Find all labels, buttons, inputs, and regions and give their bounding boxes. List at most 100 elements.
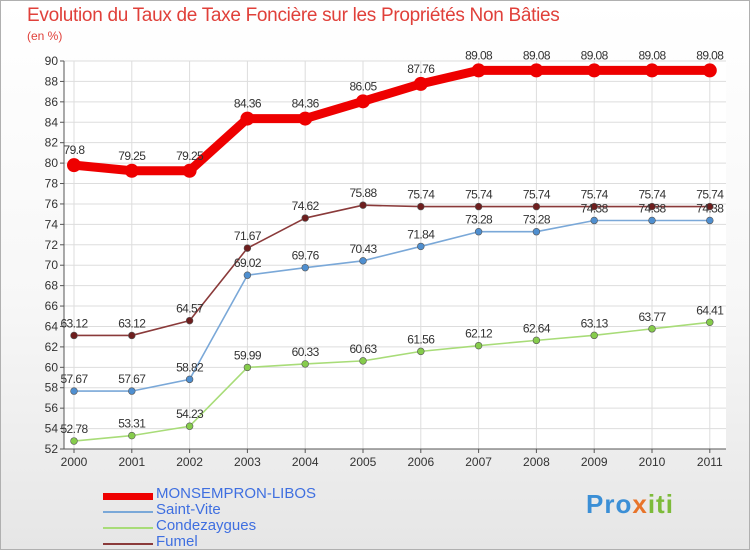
data-point <box>243 271 252 279</box>
data-point <box>702 63 717 78</box>
legend-label: Condezaygues <box>156 517 257 534</box>
x-tick-label: 2000 <box>61 455 88 469</box>
data-label: 59.99 <box>234 348 262 362</box>
data-label: 84.36 <box>234 97 262 111</box>
data-point <box>356 94 370 109</box>
data-point <box>532 228 541 236</box>
data-label: 89.08 <box>696 48 724 62</box>
data-point <box>243 363 252 372</box>
data-label: 53.31 <box>118 417 146 431</box>
y-tick-label: 54 <box>45 422 59 436</box>
data-label: 89.08 <box>638 48 666 62</box>
data-label: 79.25 <box>176 149 204 163</box>
data-label: 84.36 <box>292 97 320 111</box>
data-point <box>648 216 656 225</box>
data-point <box>417 242 425 251</box>
y-tick-label: 58 <box>45 381 59 395</box>
data-point <box>474 228 483 236</box>
data-point <box>645 63 659 78</box>
brand-logo-part: x <box>632 489 648 519</box>
data-point <box>417 347 425 356</box>
data-label: 69.76 <box>292 249 320 263</box>
data-point <box>532 202 541 211</box>
x-tick-label: 2006 <box>407 455 434 469</box>
series-line <box>73 321 711 442</box>
y-tick-label: 72 <box>45 238 59 252</box>
data-point <box>128 387 136 395</box>
data-point <box>128 431 136 440</box>
data-point <box>590 216 598 225</box>
data-label: 64.57 <box>176 302 204 316</box>
data-label: 64.41 <box>696 303 724 317</box>
data-label: 63.12 <box>60 316 88 330</box>
chart-unit-label: (en %) <box>27 29 63 43</box>
data-point <box>417 202 425 211</box>
y-tick-label: 76 <box>45 197 59 211</box>
data-label: 58.82 <box>176 360 204 374</box>
data-point <box>474 202 483 211</box>
legend-label: Saint-Vite <box>156 501 221 518</box>
data-label: 71.84 <box>407 227 435 241</box>
data-label: 74.38 <box>696 201 724 215</box>
data-point <box>298 111 313 126</box>
data-point <box>359 357 367 365</box>
y-tick-label: 52 <box>45 442 59 456</box>
data-point <box>532 336 541 345</box>
y-tick-label: 70 <box>45 258 59 272</box>
data-label: 57.67 <box>60 372 88 386</box>
data-point <box>128 331 136 340</box>
legend-label: Fumel <box>156 533 198 550</box>
data-label: 75.74 <box>581 188 609 202</box>
data-point <box>240 111 255 126</box>
plot-area <box>64 61 726 449</box>
legend-swatch <box>103 493 153 500</box>
legend-swatch <box>103 527 153 529</box>
x-tick-label: 2005 <box>350 455 377 469</box>
y-tick-label: 86 <box>45 95 59 109</box>
data-point <box>70 437 78 445</box>
data-label: 75.74 <box>523 188 551 202</box>
legend-swatch <box>103 543 153 545</box>
data-point <box>648 325 656 333</box>
x-tick-label: 2004 <box>292 455 319 469</box>
series-line <box>73 204 711 337</box>
data-point <box>471 63 486 78</box>
data-point <box>185 375 194 384</box>
data-label: 63.77 <box>638 310 666 324</box>
data-label: 62.12 <box>465 327 493 341</box>
data-label: 89.08 <box>523 48 551 62</box>
data-point <box>359 201 367 209</box>
y-tick-label: 62 <box>45 340 59 354</box>
chart-title: Evolution du Taux de Taxe Foncière sur l… <box>27 5 560 26</box>
data-label: 60.33 <box>292 345 320 359</box>
data-label: 89.08 <box>465 48 493 62</box>
series-line <box>73 219 711 392</box>
data-point <box>243 244 252 252</box>
data-label: 75.74 <box>407 188 435 202</box>
data-label: 86.05 <box>349 79 377 93</box>
y-tick-label: 66 <box>45 299 59 313</box>
data-label: 74.38 <box>581 201 609 215</box>
data-label: 63.13 <box>581 316 609 330</box>
data-label: 74.62 <box>292 199 320 213</box>
data-label: 71.67 <box>234 229 262 243</box>
x-tick-label: 2008 <box>523 455 550 469</box>
x-tick-label: 2002 <box>176 455 203 469</box>
data-label: 63.12 <box>118 316 146 330</box>
data-point <box>706 318 714 326</box>
y-tick-label: 74 <box>45 217 59 231</box>
data-point <box>70 387 78 395</box>
data-label: 62.64 <box>523 321 551 335</box>
x-tick-label: 2003 <box>234 455 261 469</box>
y-tick-label: 82 <box>45 136 59 150</box>
data-label: 73.28 <box>523 213 551 227</box>
data-point <box>301 360 309 368</box>
y-tick-label: 60 <box>45 360 59 374</box>
y-tick-label: 90 <box>45 54 59 68</box>
y-tick-label: 78 <box>45 177 59 191</box>
data-label: 60.63 <box>349 342 377 356</box>
data-point <box>124 163 139 178</box>
x-tick-label: 2010 <box>639 455 666 469</box>
x-tick-label: 2011 <box>697 455 723 469</box>
